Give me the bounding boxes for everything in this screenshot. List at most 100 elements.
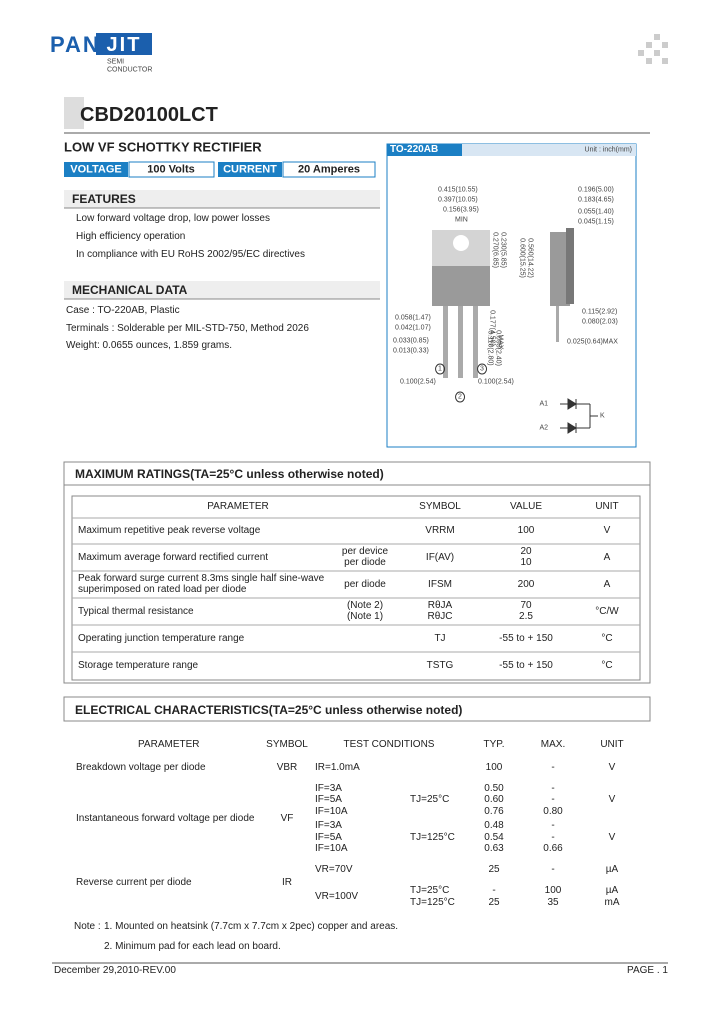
table-cell: V xyxy=(608,832,616,843)
table-cell: Storage temperature range xyxy=(78,659,199,671)
table-cell: 20 xyxy=(520,546,532,557)
spec-value: 100 Volts xyxy=(147,163,195,176)
dimension-label: 0.600(15.25) xyxy=(518,238,526,278)
square xyxy=(646,42,652,48)
table-header: SYMBOL xyxy=(266,739,308,750)
table-cell: 0.66 xyxy=(543,843,563,854)
dimension-label: 0.397(10.05) xyxy=(438,196,478,204)
table-cell: -55 to + 150 xyxy=(499,659,553,671)
dimension-label: 0.196(5.00) xyxy=(578,186,614,194)
table-cell: 35 xyxy=(547,897,559,908)
square xyxy=(646,58,652,64)
dimension-label: 0.100(2.54) xyxy=(400,378,436,386)
table-cell: 0.54 xyxy=(484,832,504,843)
side-lead xyxy=(556,306,559,342)
table-header: VALUE xyxy=(509,501,543,512)
table-cell: (Note 2) xyxy=(346,600,384,611)
dimension-label: 0.156(3.95) xyxy=(443,206,479,214)
table-header: SYMBOL xyxy=(419,501,461,512)
table-cell: 100 xyxy=(517,525,535,536)
table-cell: VR=70V xyxy=(315,864,353,875)
logo: JIT xyxy=(106,34,142,56)
table-cell: 10 xyxy=(520,557,532,568)
subtitle: LOW VF SCHOTTKY RECTIFIER xyxy=(64,139,262,155)
table-cell: - xyxy=(551,820,555,831)
dimension-label: 0.042(1.07) xyxy=(395,324,431,332)
table-cell: V xyxy=(603,525,611,536)
spec-label: VOLTAGE xyxy=(70,163,122,176)
dimension-label: 0.033(0.85) xyxy=(393,337,429,345)
pin-number: 1 xyxy=(435,363,445,375)
section-box xyxy=(63,696,651,722)
table-cell: Maximum repetitive peak reverse voltage xyxy=(78,525,261,536)
table-cell: °C/W xyxy=(595,605,619,617)
table-cell: per device xyxy=(341,546,389,557)
dimension-label: 0.095(2.40) xyxy=(494,330,502,366)
table-cell: IFSM xyxy=(428,578,452,590)
table-cell: - xyxy=(551,832,555,843)
logo-squares xyxy=(638,34,668,64)
dimension-label: 0.230(5.85) xyxy=(499,232,507,268)
table-cell: 25 xyxy=(488,864,500,875)
table-cell: µA xyxy=(605,885,619,896)
dimension-label: MIN xyxy=(455,216,468,224)
dimension-label: 0.013(0.33) xyxy=(393,347,429,355)
side-tab xyxy=(566,228,574,304)
table-cell: VRRM xyxy=(425,525,455,536)
logo-box xyxy=(96,33,152,55)
dimension-label: 0.100(2.54) xyxy=(478,378,514,386)
mounting-hole xyxy=(453,235,469,251)
section-title: MAXIMUM RATINGS(TA=25°C unless otherwise… xyxy=(75,467,384,481)
table-cell: RθJC xyxy=(427,611,453,622)
lead xyxy=(458,306,463,378)
table-cell: TJ=125°C xyxy=(410,897,455,908)
table-cell: IF=10A xyxy=(315,806,348,817)
feature-item: In compliance with EU RoHS 2002/95/EC di… xyxy=(76,249,305,260)
spec-value-bg xyxy=(128,161,215,178)
table-cell: IR xyxy=(282,877,292,888)
spec-label-bg xyxy=(218,162,282,177)
table-cell: IF=10A xyxy=(315,843,348,854)
lead xyxy=(443,306,448,378)
table-cell: -55 to + 150 xyxy=(499,632,553,644)
table-header: TEST CONDITIONS xyxy=(343,739,435,750)
circuit-label: A2 xyxy=(539,424,548,432)
note: 1. Mounted on heatsink (7.7cm x 7.7cm x … xyxy=(104,921,399,932)
table-cell: 25 xyxy=(488,897,500,908)
table-cell: TJ=125°C xyxy=(410,832,455,843)
dimension-label: 0.560(14.22) xyxy=(526,238,534,278)
table-cell: 100 xyxy=(485,762,503,773)
table-cell: 0.50 xyxy=(484,783,504,794)
table-cell: IR=1.0mA xyxy=(315,762,360,773)
pin-number: 3 xyxy=(477,363,487,375)
spec-label-bg xyxy=(64,162,128,177)
table-cell: VBR xyxy=(276,762,298,773)
table-header: UNIT xyxy=(600,739,624,750)
package-unit: Unit : inch(mm) xyxy=(584,146,632,154)
table-cell: °C xyxy=(601,632,613,644)
section-box xyxy=(63,461,651,684)
side-body xyxy=(550,232,570,306)
square xyxy=(654,34,660,40)
table-cell: - xyxy=(551,794,555,805)
table-cell: TSTG xyxy=(426,659,454,671)
table-cell: Instantaneous forward voltage per diode xyxy=(76,813,255,824)
table-cell: Operating junction temperature range xyxy=(78,632,245,644)
table-cell: Breakdown voltage per diode xyxy=(76,762,206,773)
square xyxy=(638,50,644,56)
table-header: TYP. xyxy=(483,739,505,750)
footer-date: December 29,2010-REV.00 xyxy=(54,965,176,976)
table-cell: °C xyxy=(601,659,613,671)
feature-item: Low forward voltage drop, low power loss… xyxy=(76,213,270,224)
table-cell: superimposed on rated load per diode xyxy=(78,584,247,595)
table-cell: 0.76 xyxy=(484,806,504,817)
spec-value-bg xyxy=(282,161,376,178)
dimension-label: 0.058(1.47) xyxy=(395,314,431,322)
table-cell: IF(AV) xyxy=(425,551,455,563)
spec-value: 20 Amperes xyxy=(298,163,360,176)
table-cell: RθJA xyxy=(427,600,453,611)
square xyxy=(654,50,660,56)
package-body xyxy=(432,266,490,306)
